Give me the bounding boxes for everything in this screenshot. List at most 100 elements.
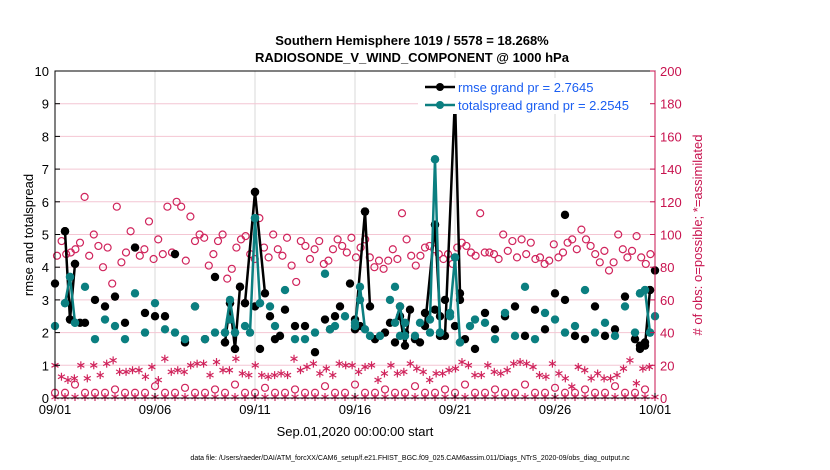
obs-possible-low-point	[350, 380, 360, 389]
obs-assimilated-low-point	[331, 393, 339, 401]
obs-assimilated-point	[290, 354, 298, 363]
obs-possible-low-point	[230, 380, 240, 389]
totalspread-point	[500, 308, 510, 318]
obs-possible-point	[462, 241, 471, 251]
totalspread-point	[100, 315, 110, 324]
rmse-peak-point	[360, 207, 370, 216]
obs-assimilated-low-point	[61, 393, 69, 401]
y2-tick-label: 20	[660, 358, 674, 373]
obs-assimilated-low-point	[461, 393, 469, 401]
totalspread-point	[255, 298, 265, 308]
obs-assimilated-low-point	[431, 393, 439, 401]
obs-assimilated-point	[303, 362, 311, 371]
rmse-point	[600, 331, 610, 341]
obs-assimilated-low-point	[231, 393, 239, 401]
totalspread-point	[270, 321, 280, 331]
totalspread-point	[510, 331, 520, 341]
obs-assimilated-point	[561, 374, 570, 383]
obs-assimilated-low-point	[501, 393, 509, 401]
obs-assimilated-point	[471, 371, 479, 380]
obs-possible-point	[75, 238, 85, 247]
obs-assimilated-point	[568, 382, 576, 391]
obs-possible-point	[402, 235, 411, 244]
totalspread-point	[580, 285, 590, 295]
obs-assimilated-point	[180, 367, 188, 376]
obs-assimilated-low-point	[201, 393, 209, 401]
rmse-point	[390, 338, 400, 347]
obs-assimilated-point	[639, 364, 647, 373]
obs-assimilated-point	[225, 366, 234, 375]
obs-possible-point	[609, 258, 618, 267]
totalspread-point	[425, 315, 435, 324]
obs-possible-point	[351, 253, 361, 262]
rmse-point	[640, 338, 650, 347]
obs-possible-point	[121, 248, 131, 257]
obs-possible-point	[204, 261, 213, 270]
rmse-point	[490, 325, 500, 334]
obs-possible-low-point	[580, 385, 590, 394]
obs-assimilated-point	[419, 367, 428, 376]
totalspread-point	[355, 295, 365, 305]
y2-tick-label: 80	[660, 260, 674, 275]
obs-possible-point	[407, 251, 416, 260]
obs-assimilated-low-point	[161, 393, 169, 401]
obs-possible-point	[338, 241, 347, 251]
rmse-point	[140, 308, 150, 318]
obs-assimilated-point	[257, 371, 266, 380]
obs-possible-point	[485, 248, 494, 257]
obs-assimilated-point	[574, 362, 583, 371]
obs-assimilated-low-point	[221, 393, 229, 401]
obs-possible-point	[558, 248, 568, 257]
obs-possible-point	[315, 236, 324, 246]
y-tick-label: 5	[42, 228, 49, 243]
obs-assimilated-point	[212, 358, 221, 367]
obs-possible-point	[420, 243, 430, 252]
obs-possible-point	[526, 238, 535, 247]
obs-possible-low-point	[320, 382, 330, 391]
obs-possible-point	[347, 233, 356, 242]
obs-possible-point	[517, 235, 526, 244]
y2-tick-label: 60	[660, 293, 674, 308]
obs-assimilated-point	[219, 366, 227, 375]
obs-possible-point	[508, 236, 517, 246]
totalspread-point	[385, 295, 395, 305]
totalspread-point	[290, 334, 300, 344]
obs-possible-point	[480, 248, 489, 257]
rmse-point	[430, 305, 440, 314]
obs-possible-low-point	[460, 380, 470, 389]
obs-assimilated-low-point	[381, 393, 389, 401]
obs-assimilated-point	[522, 359, 531, 368]
obs-assimilated-low-point	[321, 393, 329, 401]
obs-assimilated-low-point	[301, 393, 309, 401]
obs-assimilated-point	[367, 361, 376, 370]
obs-assimilated-point	[387, 361, 395, 370]
data-file-footnote: data file: /Users/raeder/DAI/ATM_forcXX/…	[190, 455, 630, 462]
totalspread-point	[390, 318, 400, 327]
totalspread-point	[60, 298, 70, 308]
obs-assimilated-low-point	[71, 393, 79, 401]
totalspread-point	[640, 285, 650, 295]
rmse-point	[540, 325, 550, 334]
totalspread-point	[110, 321, 120, 331]
obs-possible-point	[503, 246, 512, 255]
obs-possible-point	[554, 253, 563, 262]
grid-lines	[55, 71, 655, 398]
obs-possible-point	[453, 243, 462, 252]
obs-assimilated-point	[503, 366, 511, 375]
x-axis-label: Sep.01,2020 00:00:00 start	[277, 424, 434, 439]
obs-assimilated-low-point	[491, 393, 499, 401]
obs-possible-point	[577, 225, 586, 234]
obs-assimilated-point	[438, 369, 447, 378]
obs-assimilated-low-point	[591, 393, 599, 401]
rmse-point	[560, 295, 570, 305]
rmse-point	[335, 302, 345, 311]
totalspread-point	[365, 331, 375, 341]
obs-possible-point	[112, 202, 121, 211]
y-tick-label: 1	[42, 358, 49, 373]
rmse-point	[120, 318, 130, 327]
obs-assimilated-point	[645, 362, 654, 371]
obs-assimilated-low-point	[421, 393, 429, 401]
totalspread-point	[280, 285, 290, 295]
obs-possible-point	[241, 232, 250, 241]
obs-assimilated-point	[238, 369, 247, 378]
